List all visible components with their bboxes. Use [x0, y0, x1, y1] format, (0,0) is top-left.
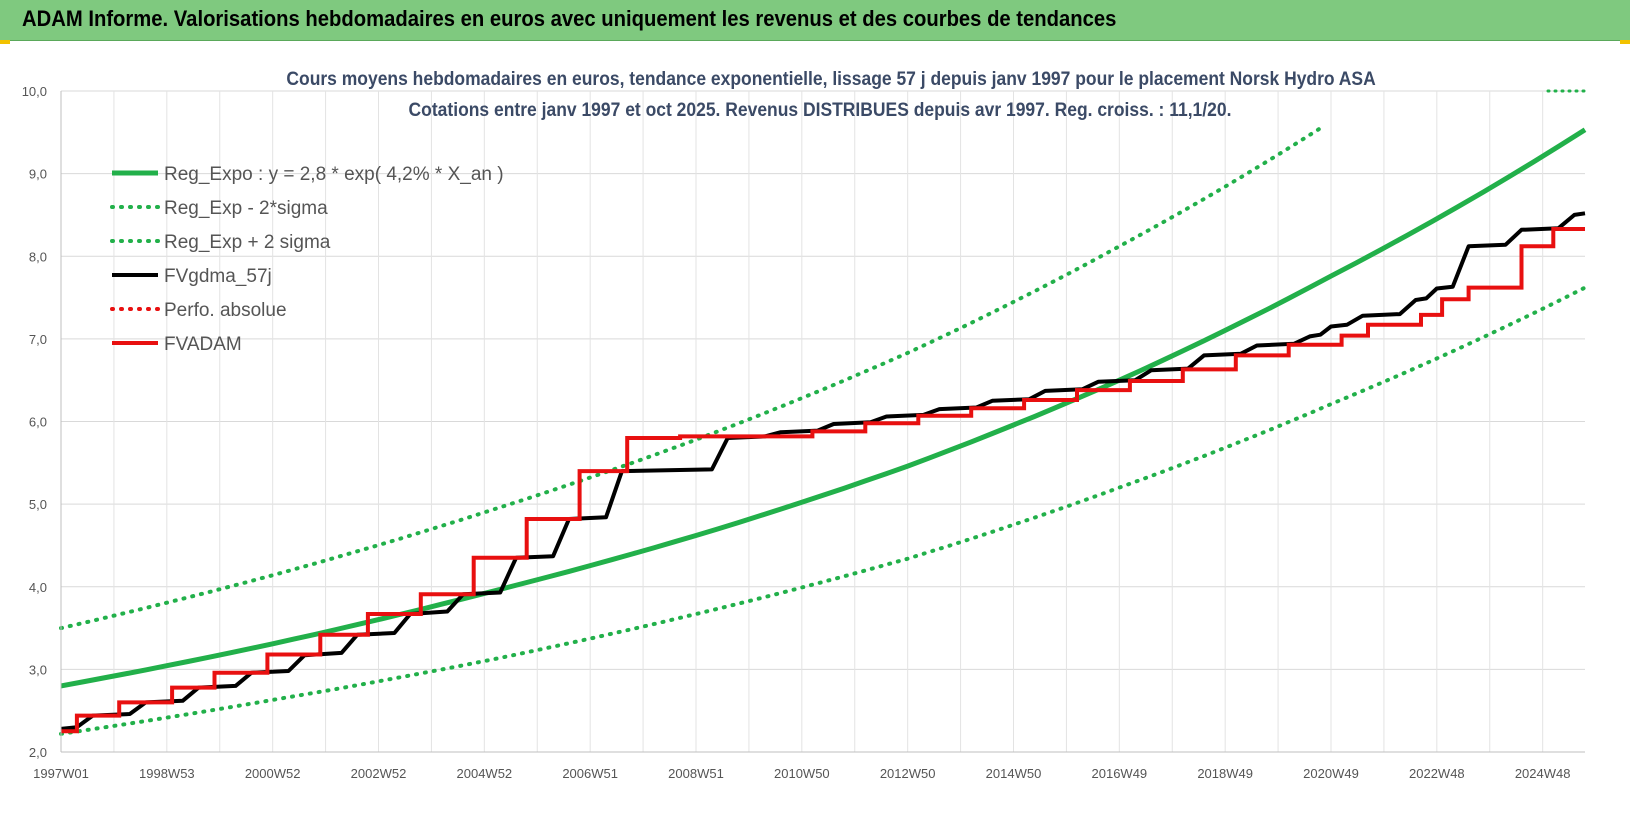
corner-marker-left: [0, 40, 10, 45]
series-line-reg-expo-y-2-8-exp-4-2-x-an: [60, 127, 1587, 689]
series-line-fvadam: [61, 227, 1585, 734]
x-tick-label: 2004W52: [457, 766, 513, 781]
chart-title: Cours moyens hebdomadaires en euros, ten…: [286, 69, 1376, 90]
y-tick-label: 4,0: [29, 580, 47, 595]
chart-subtitle: Cotations entre janv 1997 et oct 2025. R…: [408, 100, 1232, 121]
chart-series-group: [59, 89, 1587, 736]
x-tick-label: 2008W51: [668, 766, 724, 781]
legend-label-fvgdma-57j: FVgdma_57j: [164, 266, 272, 287]
y-tick-label: 9,0: [29, 167, 47, 182]
y-tick-label: 8,0: [29, 249, 47, 264]
x-tick-label: 2018W49: [1197, 766, 1253, 781]
legend-label-reg-exp-2-sigma: Reg_Exp - 2*sigma: [164, 198, 328, 219]
y-tick-label: 10,0: [22, 84, 47, 99]
legend-label-fvadam: FVADAM: [164, 334, 242, 355]
y-tick-label: 7,0: [29, 332, 47, 347]
x-tick-label: 2022W48: [1409, 766, 1465, 781]
x-tick-label: 2010W50: [774, 766, 830, 781]
x-tick-label: 2014W50: [986, 766, 1042, 781]
x-tick-label: 2020W49: [1303, 766, 1359, 781]
legend-label-perfo-absolue: Perfo. absolue: [164, 300, 287, 321]
chart-legend: Reg_Expo : y = 2,8 * exp( 4,2% * X_an ) R…: [110, 164, 504, 355]
y-tick-label: 6,0: [29, 415, 47, 430]
legend-label-reg-expo-y-2-8-exp-4-2-x-an: Reg_Expo : y = 2,8 * exp( 4,2% * X_an ): [164, 164, 504, 185]
y-tick-label: 5,0: [29, 497, 47, 512]
x-tick-label: 1998W53: [139, 766, 195, 781]
page-title: ADAM Informe. Valorisations hebdomadaire…: [22, 6, 1117, 31]
x-tick-label: 2002W52: [351, 766, 407, 781]
series-line-reg-exp-2-sigma: [59, 285, 1587, 736]
x-tick-label: 2012W50: [880, 766, 936, 781]
x-tick-label: 2016W49: [1092, 766, 1148, 781]
corner-marker-right: [1620, 40, 1630, 45]
chart-axes: 2,0 3,0 4,0 5,0 6,0 7,0 8,0 9,0 10,0 1997W01 1998W…: [22, 84, 1585, 781]
x-tick-label: 2000W52: [245, 766, 301, 781]
y-tick-label: 3,0: [29, 662, 47, 677]
x-tick-label: 1997W01: [33, 766, 89, 781]
header-banner: ADAM Informe. Valorisations hebdomadaire…: [0, 0, 1630, 41]
x-tick-label: 2006W51: [562, 766, 618, 781]
y-tick-label: 2,0: [29, 745, 47, 760]
x-tick-label: 2024W48: [1515, 766, 1571, 781]
series-line-reg-exp-2-sigma: [59, 126, 1323, 631]
legend-label-reg-exp-2-sigma: Reg_Exp + 2 sigma: [164, 232, 331, 253]
